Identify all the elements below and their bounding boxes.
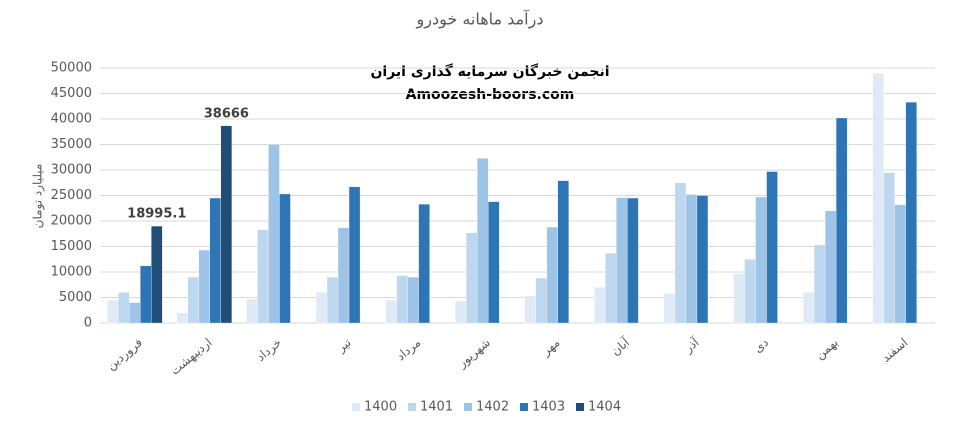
x-tick-label: مرداد xyxy=(394,335,424,364)
bar xyxy=(176,312,189,324)
legend-swatch xyxy=(576,403,584,411)
bar xyxy=(455,300,467,324)
bar xyxy=(140,265,152,324)
bar xyxy=(129,302,141,324)
x-tick-label: آذر xyxy=(680,334,703,357)
legend-label: 1401 xyxy=(420,400,453,415)
bar xyxy=(766,171,778,324)
bar xyxy=(824,210,837,324)
bar xyxy=(466,232,478,324)
bar xyxy=(835,117,848,324)
bar xyxy=(616,197,628,324)
bar xyxy=(268,144,280,324)
bar xyxy=(744,259,756,324)
bar xyxy=(894,204,906,324)
y-tick-label: 15000 xyxy=(51,239,92,254)
y-tick-label: 50000 xyxy=(51,61,92,76)
y-tick-label: 35000 xyxy=(51,137,92,152)
bar xyxy=(107,299,119,324)
bar xyxy=(696,195,709,324)
legend-label: 1403 xyxy=(532,400,565,415)
bar xyxy=(594,287,606,324)
x-tick-label: اسفند xyxy=(879,335,911,365)
legend-swatch xyxy=(352,403,360,411)
legend-label: 1402 xyxy=(476,400,509,415)
bar xyxy=(872,72,884,324)
bar xyxy=(733,273,745,324)
y-tick-label: 0 xyxy=(84,316,92,331)
bar xyxy=(755,196,767,324)
bar xyxy=(279,193,291,324)
bar xyxy=(396,275,408,324)
legend-swatch xyxy=(464,403,472,411)
data-label: 38666 xyxy=(204,106,249,121)
x-tick-label: اردیبهشت xyxy=(168,335,216,378)
bar xyxy=(151,225,163,324)
bar xyxy=(315,292,328,324)
bar xyxy=(477,158,489,324)
y-tick-label: 5000 xyxy=(59,290,92,305)
y-tick-label: 20000 xyxy=(51,214,92,229)
x-tick-label: شهریور xyxy=(454,335,493,371)
bar xyxy=(674,182,687,324)
bar xyxy=(326,276,339,324)
x-tick-label: بهمن xyxy=(813,335,842,363)
y-tick-label: 25000 xyxy=(51,188,92,203)
y-axis-label: میلیارد تومان xyxy=(31,164,46,229)
bar xyxy=(118,292,130,324)
legend-label: 1400 xyxy=(364,400,397,415)
x-tick-label: خرداد xyxy=(254,335,285,365)
bar xyxy=(385,299,397,324)
bar xyxy=(883,172,895,324)
x-tick-label: آبان xyxy=(608,334,633,358)
bar xyxy=(627,197,639,324)
bar xyxy=(524,295,536,324)
bar xyxy=(209,197,222,324)
bar xyxy=(905,102,917,324)
bar xyxy=(488,201,500,324)
legend-swatch xyxy=(520,403,528,411)
bar xyxy=(557,180,569,324)
annotation: انجمن خبرگان سرمایه گذاری ایران xyxy=(370,63,609,80)
legend-label: 1404 xyxy=(588,400,621,415)
bar xyxy=(802,292,815,324)
bar xyxy=(257,229,269,324)
data-label: 18995.1 xyxy=(127,207,186,222)
annotation: Amoozesh-boors.com xyxy=(406,87,575,103)
x-tick-label: فروردین xyxy=(104,335,146,373)
bar xyxy=(348,186,361,324)
bar xyxy=(546,226,558,324)
bar xyxy=(813,244,826,324)
bar xyxy=(685,194,698,324)
bar xyxy=(407,276,419,324)
bar xyxy=(535,277,547,324)
legend-swatch xyxy=(408,403,416,411)
bar xyxy=(187,276,200,324)
y-tick-label: 10000 xyxy=(51,265,92,280)
bar xyxy=(198,249,211,324)
y-tick-label: 45000 xyxy=(51,86,92,101)
x-tick-label: دی xyxy=(751,335,771,355)
chart-title: درآمد ماهانه خودرو xyxy=(416,10,544,30)
y-tick-label: 40000 xyxy=(51,112,92,127)
bar xyxy=(663,293,676,324)
bar xyxy=(418,204,430,324)
bar xyxy=(605,252,617,324)
bar xyxy=(246,298,258,324)
bar xyxy=(337,227,350,324)
bar xyxy=(220,125,233,324)
y-tick-label: 30000 xyxy=(51,163,92,178)
x-tick-label: مهر xyxy=(538,335,563,359)
x-tick-label: تیر xyxy=(334,335,355,356)
